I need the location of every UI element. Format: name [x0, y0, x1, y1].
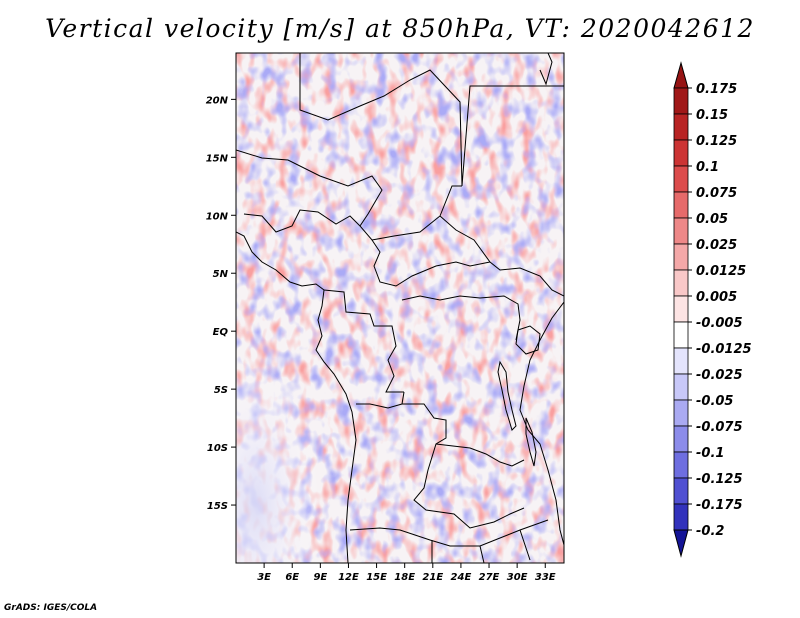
- x-tick-label: 18E: [394, 572, 415, 583]
- lake-tanganyika: [497, 360, 517, 431]
- coastline-west-africa: [236, 231, 357, 563]
- border-9: [356, 403, 525, 467]
- y-tick-label: 10N: [206, 211, 229, 222]
- colorbar-segment: [673, 321, 689, 349]
- colorbar-label: -0.025: [696, 368, 743, 383]
- x-tick-label: 9E: [313, 572, 327, 583]
- colorbar-label: 0.025: [696, 238, 737, 253]
- colorbar-segment: [673, 295, 689, 323]
- coastlines-borders: [236, 53, 564, 563]
- lake-malawi: [525, 417, 537, 467]
- colorbar-segment: [673, 87, 689, 115]
- field-layer: [236, 53, 564, 563]
- colorbar-label: 0.005: [696, 290, 737, 305]
- colorbar-segment: [673, 269, 689, 297]
- colorbar-segment: [673, 217, 689, 245]
- border-6: [323, 289, 404, 393]
- border-5: [371, 239, 491, 287]
- x-tick-label: 30E: [507, 572, 528, 583]
- x-tick-label: 6E: [285, 572, 299, 583]
- colorbar-label: 0.175: [696, 82, 737, 97]
- y-tick-label: 10S: [207, 443, 228, 454]
- colorbar-segment: [673, 347, 689, 375]
- border-11: [431, 529, 531, 563]
- x-tick-label: 3E: [257, 572, 271, 583]
- border-2: [236, 149, 462, 241]
- colorbar-segment: [673, 451, 689, 479]
- colorbar-label: -0.005: [696, 316, 743, 331]
- colorbar-segment: [673, 425, 689, 453]
- map-frame: [235, 52, 565, 564]
- y-tick-label: 5S: [214, 385, 228, 396]
- border-8: [401, 391, 525, 529]
- y-tick-label: 15N: [206, 153, 229, 164]
- x-tick-label: 12E: [338, 572, 359, 583]
- colorbar-segment: [673, 139, 689, 167]
- colorbar-label: -0.125: [696, 472, 743, 487]
- colorbar-label: -0.0125: [696, 342, 752, 357]
- lake-victoria: [515, 325, 541, 355]
- colorbar-label: -0.075: [696, 420, 743, 435]
- coastline-east-africa: [519, 301, 564, 546]
- colorbar-label: 0.15: [696, 108, 728, 123]
- colorbar-label: -0.175: [696, 498, 743, 513]
- colorbar-segment: [673, 165, 689, 193]
- x-tick-label: 33E: [535, 572, 556, 583]
- border-10: [349, 519, 549, 547]
- colorbar-segment: [673, 191, 689, 219]
- y-tick-label: 20N: [206, 95, 229, 106]
- x-tick-label: 15E: [366, 572, 387, 583]
- x-tick-label: 24E: [451, 572, 472, 583]
- chart-title: Vertical velocity [m/s] at 850hPa, VT: 2…: [45, 14, 755, 43]
- colorbar-bottom-arrow: [673, 529, 689, 558]
- border-3: [243, 209, 361, 233]
- y-tick-label: 15S: [207, 501, 228, 512]
- colorbar-label: 0.1: [696, 160, 719, 175]
- colorbar-label: 0.05: [696, 212, 728, 227]
- colorbar-segment: [673, 477, 689, 505]
- colorbar-segment: [673, 373, 689, 401]
- grads-credit: GrADS: IGES/COLA: [4, 603, 98, 613]
- y-axis: 20N 15N 10N 5N EQ 5S 10S 15S: [206, 95, 236, 512]
- y-tick-label: 5N: [213, 269, 229, 280]
- y-tick-label: EQ: [213, 327, 229, 338]
- colorbar-label: -0.1: [696, 446, 724, 461]
- colorbar: 0.175 0.15 0.125 0.1 0.075 0.05 0.025 0.0125 0.0…: [673, 61, 752, 558]
- x-axis: 3E 6E 9E 12E 15E 18E 21E 24E 27E 30E 33E: [257, 563, 556, 583]
- colorbar-label: -0.2: [696, 524, 724, 539]
- colorbar-label: -0.05: [696, 394, 733, 409]
- colorbar-top-arrow: [673, 61, 689, 89]
- colorbar-label: 0.125: [696, 134, 737, 149]
- colorbar-segment: [673, 113, 689, 141]
- border-1: [299, 53, 564, 187]
- x-tick-label: 21E: [422, 572, 443, 583]
- ocean-smooth-area: [236, 270, 366, 563]
- colorbar-segment: [673, 503, 689, 531]
- border-12: [539, 53, 553, 86]
- colorbar-segment: [673, 399, 689, 427]
- colorbar-label: 0.0125: [696, 264, 746, 279]
- colorbar-label: 0.075: [696, 186, 737, 201]
- colorbar-segment: [673, 243, 689, 271]
- border-7: [401, 295, 521, 341]
- border-4: [439, 215, 564, 297]
- x-tick-label: 27E: [479, 572, 500, 583]
